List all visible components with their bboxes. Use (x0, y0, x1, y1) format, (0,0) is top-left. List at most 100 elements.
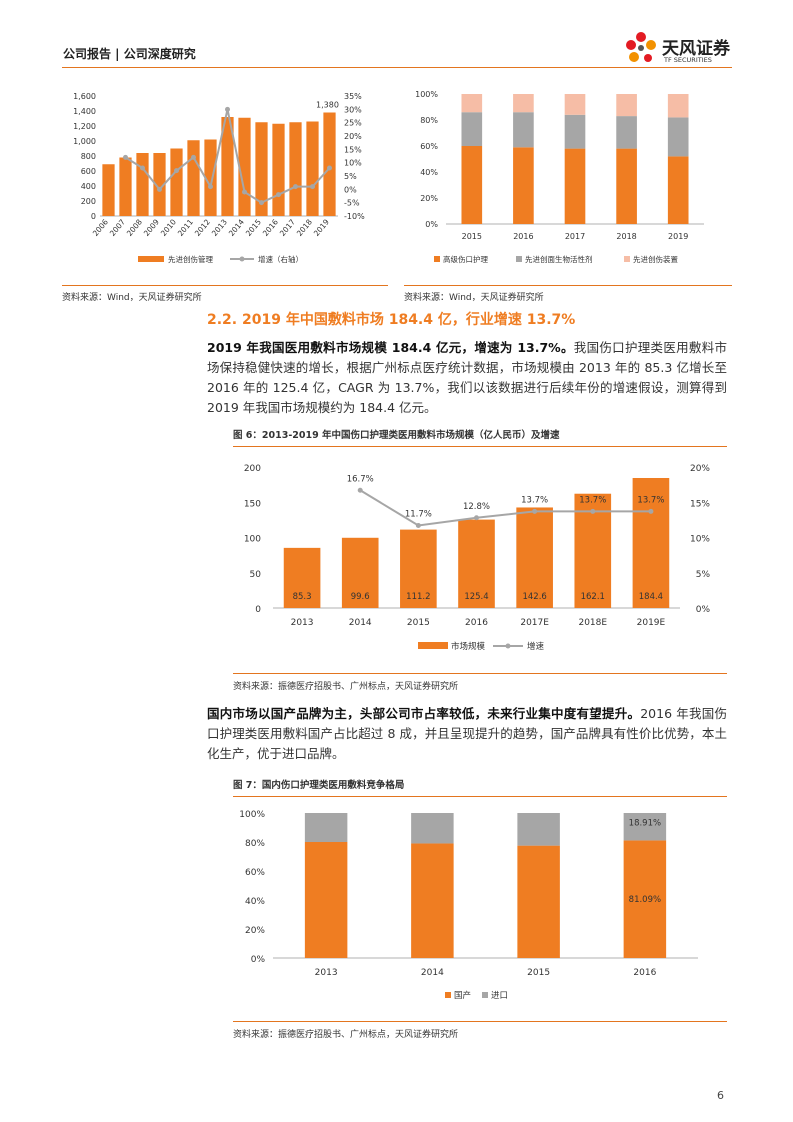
bar (102, 164, 115, 216)
chart-competition: 0% 20% 40% 60% 80% 100% 2013 2014 2015 2016 81.09%… (239, 810, 698, 1001)
growth-point (327, 165, 332, 171)
growth-line (359, 489, 651, 527)
x-tick-label: 2018 (295, 217, 314, 238)
bar-label: 99.6 (351, 592, 370, 602)
bar-segment (564, 114, 586, 149)
x-tick-label: 2008 (125, 217, 144, 238)
y-tick: 20% (420, 194, 438, 203)
legend-swatch (445, 992, 451, 998)
y-tick-right: 15% (344, 145, 362, 154)
growth-point (123, 154, 128, 160)
bar-segment (513, 112, 534, 148)
growth-point (293, 184, 298, 190)
bar (289, 122, 302, 216)
legend-marker (505, 643, 511, 649)
data-label: 1,380 (316, 101, 339, 110)
bar-label: 111.2 (406, 592, 430, 602)
x-tick-label: 2015 (407, 618, 430, 628)
x-tick-label: 2018E (578, 618, 607, 628)
y-tick-left: 800 (81, 152, 96, 161)
legend-label: 增速 (527, 641, 545, 652)
x-tick-label: 2016 (465, 618, 488, 628)
y-tick-left: 1,200 (73, 122, 96, 131)
growth-point (276, 192, 281, 198)
growth-point (474, 515, 479, 521)
y-tick-right: 20% (344, 132, 362, 141)
top-left-rule (62, 285, 388, 286)
bar (204, 139, 217, 216)
bar (400, 529, 437, 608)
legend-label: 增速（右轴） (258, 254, 303, 264)
y-tick-right: 30% (344, 105, 362, 114)
y-tick-left: 1,400 (73, 107, 96, 116)
bar (323, 112, 336, 216)
y-tick: 100% (415, 90, 438, 99)
bar (632, 477, 670, 608)
growth-label: 13.7% (637, 495, 664, 505)
legend-label: 市场规模 (451, 641, 486, 652)
flower-logo-icon (626, 32, 656, 62)
bar-label: 162.1 (581, 592, 605, 602)
bar (341, 537, 379, 608)
growth-point (357, 487, 363, 493)
y-tick: 40% (420, 168, 438, 177)
legend-swatch (434, 256, 440, 262)
bar (306, 121, 319, 216)
bar (255, 122, 268, 216)
report-type: 公司报告 | 公司深度研究 (63, 47, 196, 61)
y-tick-right: -10% (344, 212, 365, 221)
y-tick: 0% (425, 220, 438, 229)
bar (221, 117, 234, 216)
y-tick: 80% (245, 839, 265, 849)
x-tick-label: 2015 (244, 217, 263, 238)
paragraph-lead: 国内市场以国产品牌为主，头部公司市占率较低，未来行业集中度有望提升。 (207, 706, 641, 721)
growth-label: 13.7% (579, 495, 606, 505)
growth-label: 16.7% (347, 474, 374, 484)
x-tick-label: 2019E (637, 618, 666, 628)
bar-label: 142.6 (522, 592, 546, 602)
x-tick-label: 2010 (159, 217, 178, 238)
legend-swatch (138, 256, 164, 262)
bar (272, 123, 285, 216)
bar-segment (461, 112, 483, 146)
growth-label: 13.7% (521, 495, 548, 505)
y-tick-right: 5% (344, 172, 357, 181)
bar-segment (304, 813, 348, 842)
x-tick-label: 2014 (421, 968, 444, 978)
bar-label: 184.4 (639, 592, 663, 602)
figure6-source: 资料来源：振德医疗招股书、广州标点，天风证券研究所 (233, 682, 459, 692)
legend-marker (239, 256, 245, 262)
x-tick-label: 2015 (462, 232, 482, 241)
x-tick-label: 2007 (108, 217, 127, 238)
y-tick: 60% (245, 868, 265, 878)
bar-segment (411, 843, 454, 958)
bar-segment (461, 94, 483, 113)
top-right-rule (404, 285, 732, 286)
paragraph-lead: 2019 年我国医用敷料市场规模 184.4 亿元，增速为 13.7%。 (207, 340, 574, 355)
y-tick: 80% (420, 116, 438, 125)
x-tick-label: 2016 (261, 217, 280, 238)
bar-segment (517, 813, 560, 846)
bar (238, 117, 251, 216)
bar-segment (564, 148, 586, 224)
x-tick-label: 2011 (176, 217, 195, 238)
header-rule (62, 67, 732, 68)
legend-swatch (482, 992, 488, 998)
bar-segment (667, 156, 689, 224)
chart-market-size: 0 50 100 150 200 0% 5% 10% 15% 20% 85.3 2013 99.6 201… (244, 464, 711, 652)
growth-point (259, 200, 264, 206)
bar-label: 81.09% (629, 895, 661, 905)
legend-label: 国产 (454, 990, 471, 1001)
bar-segment (564, 94, 586, 115)
bar-segment (304, 842, 348, 958)
bar (170, 148, 183, 216)
growth-point (648, 508, 654, 514)
x-tick-label: 2019 (668, 232, 688, 241)
bar-segment (517, 845, 560, 958)
logo-en: TF SECURITIES (664, 56, 712, 64)
paragraph-competition: 国内市场以国产品牌为主，头部公司市占率较低，未来行业集中度有望提升。2016 年… (207, 704, 727, 764)
bar (458, 519, 495, 608)
paragraph-body: 2016 年我国伤口护理类医用敷料国产占比超过 8 成，并且呈现提升的趋势，国产… (207, 706, 727, 761)
bar-segment (411, 813, 454, 844)
bar-label: 125.4 (464, 592, 488, 602)
